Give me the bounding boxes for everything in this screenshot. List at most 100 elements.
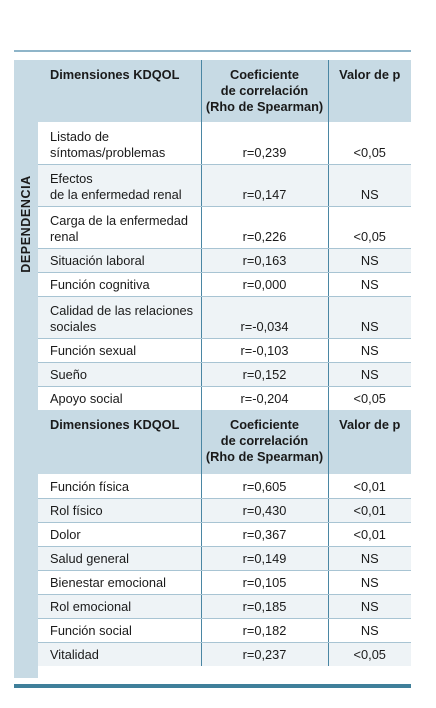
dimension-name-line: Dolor [50,526,81,542]
header-dimension: Dimensiones KDQOL [38,410,201,474]
dimension-name-line: Salud general [50,550,129,566]
correlation-table: Dimensiones KDQOL Coeficiente de correla… [38,60,411,666]
dimension-name: Calidad de las relaciones sociales [38,296,201,339]
p-value: <0,01 [328,474,411,499]
rho-value: r=0,605 [200,474,329,499]
header-p-value: Valor de p [328,410,411,474]
dimension-name-line: Rol físico [50,502,103,518]
top-rule [14,50,411,52]
dimension-name: Sueño [38,362,201,387]
p-value: NS [328,570,411,595]
table-row: Sueño r=0,152 NS [38,362,411,387]
dimension-name: Salud general [38,546,201,571]
p-value: NS [328,296,411,339]
header-dimension: Dimensiones KDQOL [38,60,201,122]
dimension-name: Dolor [38,522,201,547]
dimension-name: Listado de síntomas/problemas [38,122,201,165]
table-row: Bienestar emocional r=0,105 NS [38,570,411,595]
table-row: Rol físico r=0,430 <0,01 [38,498,411,523]
p-value: <0,05 [328,206,411,249]
dimension-name-line: Apoyo social [50,391,123,406]
p-value: <0,05 [328,122,411,165]
p-value: <0,01 [328,498,411,523]
header-row-1: Dimensiones KDQOL Coeficiente de correla… [38,60,411,122]
dimension-name: Función social [38,618,201,643]
dimension-name: Función cognitiva [38,272,201,297]
table-row: Situación laboral r=0,163 NS [38,248,411,273]
rho-value: r=0,226 [200,206,329,249]
dimension-name-line: Carga de la enfermedad [50,212,189,228]
rho-value: r=0,152 [200,362,329,387]
dimension-name: Función física [38,474,201,499]
dimension-name-line: Función física [50,478,129,494]
bottom-rule [14,684,411,688]
header-p-value: Valor de p [328,60,411,122]
dimension-name-line: sociales [50,318,97,334]
dimension-name-line: Rol emocional [50,598,132,614]
header-coefficient: Coeficiente de correlación (Rho de Spear… [200,410,329,474]
dimension-name: Carga de la enfermedad renal [38,206,201,249]
dimension-name-line: Vitalidad [50,647,99,662]
rho-value: r=0,149 [200,546,329,571]
side-label: DEPENDENCIA [19,175,33,273]
table-row: Función sexual r=-0,103 NS [38,338,411,363]
dimension-name-line: Situación laboral [50,252,145,268]
p-value: NS [328,338,411,363]
p-value: <0,01 [328,522,411,547]
rho-value: r=-0,204 [200,386,329,410]
dimension-name: Bienestar emocional [38,570,201,595]
dimension-name-line: Función cognitiva [50,276,150,292]
rho-value: r=-0,103 [200,338,329,363]
table-row: Dolor r=0,367 <0,01 [38,522,411,547]
rho-value: r=0,239 [200,122,329,165]
p-value: NS [328,272,411,297]
dimension-name-line: Función social [50,622,132,638]
dimension-name-line: Función sexual [50,342,137,358]
table-row: Vitalidad r=0,237 <0,05 [38,642,411,666]
dimension-name: Efectos de la enfermedad renal [38,164,201,207]
dimension-name-line: Bienestar emocional [50,574,166,590]
dimension-name: Rol físico [38,498,201,523]
rho-value: r=0,367 [200,522,329,547]
rho-value: r=0,105 [200,570,329,595]
dimension-name-line: Efectos [50,170,93,186]
p-value: NS [328,362,411,387]
dimension-name-line: Calidad de las relaciones [50,302,193,318]
p-value: <0,05 [328,642,411,666]
rho-value: r=0,430 [200,498,329,523]
rho-value: r=0,147 [200,164,329,207]
table-row: Calidad de las relaciones sociales r=-0,03… [38,296,411,339]
table-row: Rol emocional r=0,185 NS [38,594,411,619]
dimension-name-line: renal [50,228,79,244]
dimension-name: Función sexual [38,338,201,363]
rho-value: r=0,237 [200,642,329,666]
table-row: Salud general r=0,149 NS [38,546,411,571]
p-value: NS [328,248,411,273]
rho-value: r=0,182 [200,618,329,643]
p-value: NS [328,546,411,571]
dimension-name: Situación laboral [38,248,201,273]
dimension-name-line: Sueño [50,366,88,382]
header-coefficient: Coeficiente de correlación (Rho de Spear… [200,60,329,122]
rho-value: r=0,000 [200,272,329,297]
p-value: NS [328,618,411,643]
header-row-2: Dimensiones KDQOL Coeficiente de correla… [38,410,411,474]
rho-value: r=-0,034 [200,296,329,339]
rho-value: r=0,185 [200,594,329,619]
table-row: Listado de síntomas/problemas r=0,239 <0,05 [38,122,411,165]
table-row: Función social r=0,182 NS [38,618,411,643]
dimension-name-line: síntomas/problemas [50,144,166,160]
dimension-name-line: de la enfermedad renal [50,186,182,202]
dimension-name: Vitalidad [38,642,201,666]
table-row: Carga de la enfermedad renal r=0,226 <0,05 [38,206,411,249]
p-value: NS [328,594,411,619]
rho-value: r=0,163 [200,248,329,273]
table-row: Función física r=0,605 <0,01 [38,474,411,499]
dimension-name: Rol emocional [38,594,201,619]
dimension-name-line: Listado de [50,128,110,144]
table-row: Función cognitiva r=0,000 NS [38,272,411,297]
side-band [14,60,38,678]
dimension-name: Apoyo social [38,386,201,410]
table-row: Apoyo social r=-0,204 <0,05 [38,386,411,410]
table-row: Efectos de la enfermedad renal r=0,147 NS [38,164,411,207]
